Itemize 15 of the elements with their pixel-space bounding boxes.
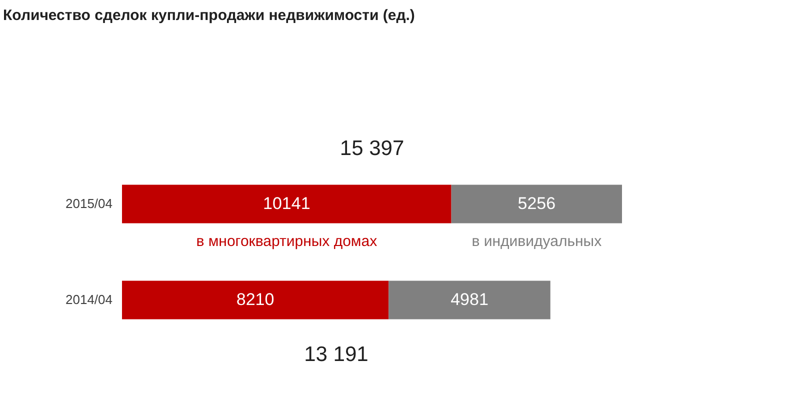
series-label: в многоквартирных домах (196, 233, 378, 250)
data-label: 4981 (450, 290, 488, 309)
total-label: 15 397 (340, 137, 404, 160)
series-label: в индивидуальных (472, 233, 602, 250)
bar (122, 280, 389, 320)
bar (388, 280, 550, 320)
y-tick-label: 2014/04 (66, 292, 112, 307)
data-label: 10141 (263, 194, 310, 213)
data-label: 5256 (518, 194, 556, 213)
bar (451, 184, 622, 224)
data-label: 8210 (236, 290, 274, 309)
chart-title: Количество сделок купли-продажи недвижимости (ед.) (3, 7, 415, 24)
y-tick-label: 2015/04 (66, 196, 112, 211)
bar (122, 184, 452, 224)
total-label: 13 191 (304, 343, 368, 366)
